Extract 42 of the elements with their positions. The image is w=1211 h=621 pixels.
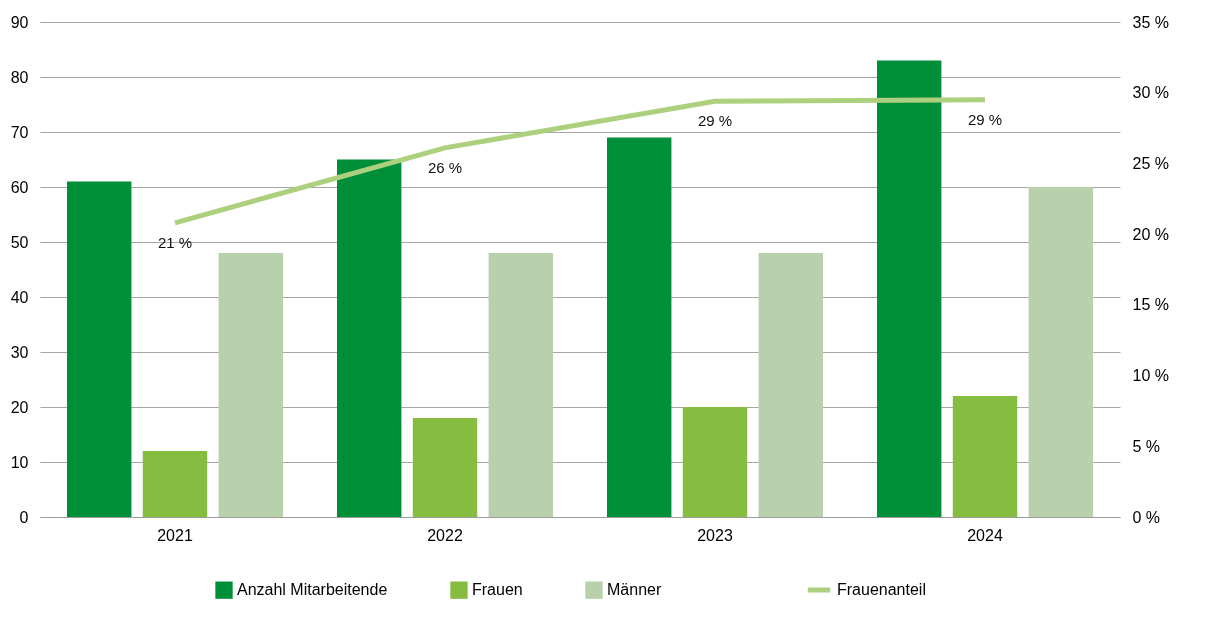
legend-label: Anzahl Mitarbeitende bbox=[237, 581, 388, 599]
bar bbox=[607, 137, 672, 517]
legend-label: Männer bbox=[607, 581, 662, 599]
bar bbox=[142, 451, 208, 517]
bar bbox=[877, 60, 942, 517]
bar bbox=[412, 418, 478, 517]
y-tick-label: 80 bbox=[10, 68, 29, 86]
data-label: 26 % bbox=[427, 158, 463, 176]
bar bbox=[218, 253, 283, 517]
y-tick-label: 20 bbox=[10, 398, 29, 416]
legend-label: Frauenanteil bbox=[837, 581, 926, 598]
y2-tick-label: 30 % bbox=[1132, 84, 1169, 102]
y-tick-label: 60 bbox=[10, 178, 29, 196]
bar bbox=[952, 396, 1018, 517]
y2-tick-label: 10 % bbox=[1132, 367, 1169, 385]
y2-tick-label: 35 % bbox=[1132, 13, 1169, 31]
data-label: 29 % bbox=[967, 110, 1003, 128]
legend-label: Frauen bbox=[472, 581, 523, 599]
y-tick-label: 90 bbox=[10, 13, 29, 31]
y2-tick-label: 5 % bbox=[1132, 437, 1161, 455]
x-tick-label: 2022 bbox=[427, 526, 463, 544]
bar bbox=[488, 253, 553, 517]
data-label: 21 % bbox=[157, 233, 193, 251]
bar bbox=[758, 253, 823, 517]
bar bbox=[337, 159, 402, 517]
bar bbox=[1028, 187, 1093, 517]
y2-tick-label: 15 % bbox=[1132, 296, 1169, 314]
x-tick-label: 2023 bbox=[697, 526, 733, 544]
y-tick-label: 0 bbox=[19, 508, 29, 526]
y-tick-label: 70 bbox=[10, 123, 29, 141]
x-tick-label: 2021 bbox=[157, 526, 193, 544]
y-tick-label: 40 bbox=[10, 288, 29, 306]
y-tick-label: 30 bbox=[10, 343, 29, 361]
y-tick-label: 50 bbox=[10, 233, 29, 251]
y2-tick-label: 25 % bbox=[1132, 154, 1169, 172]
y2-tick-label: 20 % bbox=[1132, 225, 1169, 243]
x-tick-label: 2024 bbox=[967, 526, 1003, 544]
data-label: 29 % bbox=[697, 112, 733, 130]
bar bbox=[682, 407, 748, 517]
y-tick-label: 10 bbox=[10, 453, 29, 471]
y2-tick-label: 0 % bbox=[1132, 508, 1161, 526]
bar bbox=[67, 181, 132, 517]
